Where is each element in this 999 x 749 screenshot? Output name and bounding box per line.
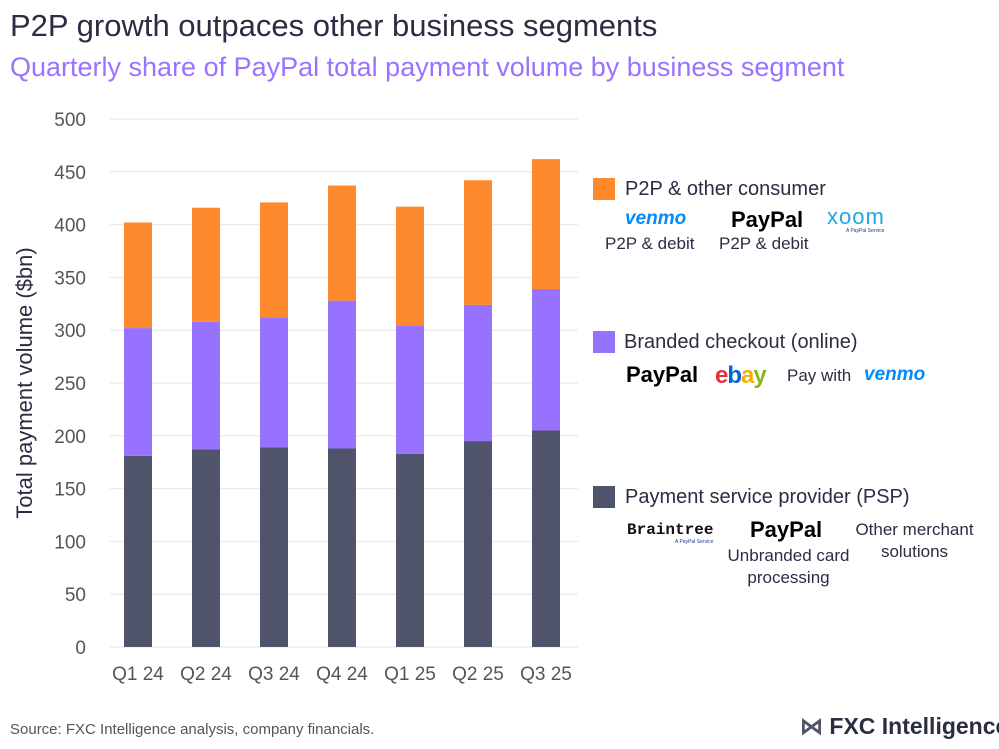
brand-logo: ⋈ FXC Intelligence (800, 713, 999, 740)
y-tick-label: 150 (54, 480, 86, 501)
bar-segment (260, 317, 288, 448)
paypal-logo: PayPal (750, 517, 823, 542)
y-tick-label: 450 (54, 163, 86, 184)
bar-segment (328, 185, 356, 301)
x-tick-label: Q3 25 (520, 664, 572, 685)
brand-name: FXC Intelligence (829, 713, 999, 739)
other-merchant-label: Other merchant solutions (855, 520, 974, 561)
bar-segment (532, 289, 560, 431)
bar-segment (260, 202, 288, 318)
x-tick-label: Q3 24 (248, 664, 300, 685)
legend-swatch-p2p (593, 178, 615, 200)
y-tick-label: 300 (54, 321, 86, 342)
chart-title: P2P growth outpaces other business segme… (10, 8, 658, 43)
bar-segment (124, 328, 152, 456)
bar-segment (328, 448, 356, 647)
legend-label-p2p: P2P & other consumer (625, 178, 826, 200)
bar-segment (532, 430, 560, 647)
xoom-tagline: A PayPal Service (846, 228, 885, 234)
source-note: Source: FXC Intelligence analysis, compa… (10, 721, 375, 738)
bar-segment (396, 453, 424, 647)
bar-segment (464, 441, 492, 647)
bar-segment (192, 207, 220, 322)
braintree-tagline: A PayPal Service (675, 539, 714, 545)
y-axis-label: Total payment volume ($bn) (12, 247, 37, 518)
pay-with-label: Pay with (787, 366, 852, 385)
y-tick-label: 200 (54, 427, 86, 448)
venmo-logo: venmo (864, 364, 926, 385)
braintree-logo: Braintree (627, 521, 714, 539)
bar-segment (192, 321, 220, 450)
ebay-logo: ebay (715, 362, 767, 389)
paypal-logo: PayPal (731, 207, 804, 232)
bar-segment (464, 180, 492, 305)
stacked-bar-chart: 0 50 100 150 200 250 300 350 400 450 500 Total paym… (12, 110, 578, 685)
bar-segment (192, 449, 220, 647)
bar-segment (124, 222, 152, 329)
paypal-sub: Unbranded card processing (727, 546, 850, 587)
xoom-logo: xoom (827, 204, 885, 229)
bar-segment (464, 304, 492, 442)
paypal-sub: P2P & debit (719, 234, 809, 253)
x-tick-label: Q1 25 (384, 664, 436, 685)
venmo-sub: P2P & debit (605, 234, 695, 253)
bar-segment (260, 447, 288, 647)
y-tick-label: 400 (54, 216, 86, 237)
x-tick-label: Q2 24 (180, 664, 232, 685)
chart-subtitle: Quarterly share of PayPal total payment … (10, 52, 845, 82)
venmo-logo: venmo (625, 208, 687, 229)
y-tick-label: 100 (54, 532, 86, 553)
y-tick-label: 350 (54, 268, 86, 289)
x-tick-label: Q2 25 (452, 664, 504, 685)
legend-label-branded: Branded checkout (online) (624, 331, 858, 353)
y-tick-label: 50 (65, 585, 86, 606)
bar-segment (396, 325, 424, 454)
y-tick-label: 0 (75, 638, 86, 659)
paypal-logo: PayPal (626, 362, 699, 387)
bar-segment (328, 300, 356, 449)
legend-label-psp: Payment service provider (PSP) (625, 486, 910, 508)
x-tick-label: Q4 24 (316, 664, 368, 685)
y-tick-label: 500 (54, 110, 86, 131)
x-tick-label: Q1 24 (112, 664, 164, 685)
bar-segment (532, 159, 560, 290)
legend-swatch-branded (593, 331, 615, 353)
bar-segment (396, 206, 424, 326)
legend-swatch-psp (593, 486, 615, 508)
y-tick-label: 250 (54, 374, 86, 395)
bar-segment (124, 455, 152, 647)
